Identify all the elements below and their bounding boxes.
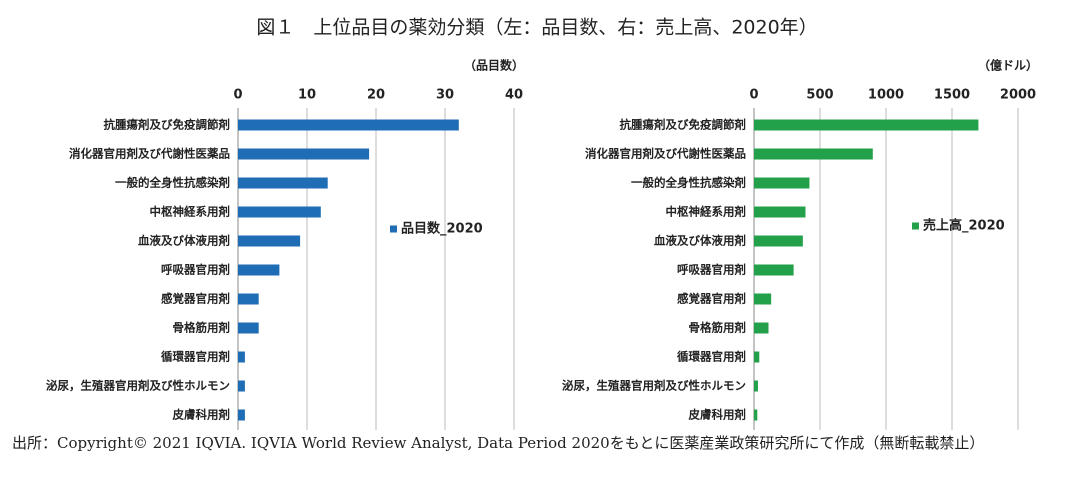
- y-tick-label: 中枢神経系用剤: [150, 205, 231, 219]
- y-tick-label: 呼吸器官用剤: [677, 263, 746, 277]
- bar: [238, 119, 459, 131]
- y-tick-label: 骨格筋用剤: [173, 321, 231, 335]
- y-tick-label: 血液及び体液用剤: [138, 234, 230, 248]
- bar: [754, 206, 806, 218]
- bar: [754, 380, 758, 392]
- x-tick-label: 0: [749, 88, 758, 103]
- y-tick-label: 一般的全身性抗感染剤: [115, 176, 230, 190]
- bar: [238, 322, 259, 334]
- y-tick-label: 泌尿，生殖器官用剤及び性ホルモン: [562, 379, 746, 393]
- y-tick-label: 感覚器官用剤: [677, 292, 746, 306]
- y-tick-label: 骨格筋用剤: [689, 321, 747, 335]
- bar: [754, 177, 810, 189]
- x-axis-label: （品目数）: [464, 58, 524, 73]
- y-tick-label: 抗腫瘍剤及び免疫調節剤: [104, 118, 231, 132]
- bar: [238, 409, 245, 421]
- bar: [754, 409, 758, 421]
- y-tick-label: 中枢神経系用剤: [666, 205, 747, 219]
- legend-swatch: [912, 222, 919, 230]
- bar: [238, 293, 259, 305]
- x-tick-label: 20: [367, 88, 385, 103]
- x-tick-label: 1500: [934, 88, 970, 103]
- y-tick-label: 抗腫瘍剤及び免疫調節剤: [620, 118, 747, 132]
- x-tick-label: 2000: [1000, 88, 1036, 103]
- bar: [754, 235, 803, 247]
- x-tick-label: 1000: [868, 88, 904, 103]
- bar: [754, 322, 769, 334]
- bar: [754, 351, 760, 363]
- y-tick-label: 皮膚科用剤: [688, 408, 747, 422]
- x-tick-label: 500: [806, 88, 833, 103]
- y-tick-label: 泌尿，生殖器官用剤及び性ホルモン: [46, 379, 230, 393]
- x-tick-label: 40: [505, 88, 523, 103]
- legend-label: 売上高_2020: [923, 218, 1005, 234]
- legend-label: 品目数_2020: [401, 221, 483, 237]
- bar: [238, 351, 245, 363]
- x-tick-label: 30: [436, 88, 454, 103]
- y-tick-label: 一般的全身性抗感染剤: [631, 176, 746, 190]
- y-tick-label: 血液及び体液用剤: [654, 234, 746, 248]
- x-axis-label: （億ドル）: [978, 58, 1038, 73]
- bar: [238, 380, 245, 392]
- bar: [238, 177, 328, 189]
- chart: 図１ 上位品目の薬効分類（左：品目数、右：売上高、2020年） （品目数） 0 10…: [46, 17, 1038, 430]
- y-tick-label: 循環器官用剤: [160, 350, 230, 364]
- bar: [238, 206, 321, 218]
- bar: [238, 264, 280, 276]
- y-tick-label: 皮膚科用剤: [172, 408, 231, 422]
- y-tick-label: 消化器官用剤及び代謝性医薬品: [585, 147, 746, 161]
- legend-swatch: [390, 225, 397, 233]
- chart-title: 図１ 上位品目の薬効分類（左：品目数、右：売上高、2020年）: [256, 17, 817, 39]
- bar: [238, 148, 370, 160]
- y-tick-label: 呼吸器官用剤: [161, 263, 230, 277]
- bar: [754, 264, 794, 276]
- source-note: 出所：Copyright© 2021 IQVIA. IQVIA World Re…: [12, 434, 985, 452]
- bar: [754, 148, 873, 160]
- y-tick-label: 消化器官用剤及び代謝性医薬品: [69, 147, 230, 161]
- bar: [754, 293, 772, 305]
- y-tick-label: 感覚器官用剤: [161, 292, 230, 306]
- x-tick-label: 0: [233, 88, 242, 103]
- bar: [238, 235, 301, 247]
- y-tick-label: 循環器官用剤: [676, 350, 746, 364]
- bar: [754, 119, 979, 131]
- x-tick-label: 10: [298, 88, 316, 103]
